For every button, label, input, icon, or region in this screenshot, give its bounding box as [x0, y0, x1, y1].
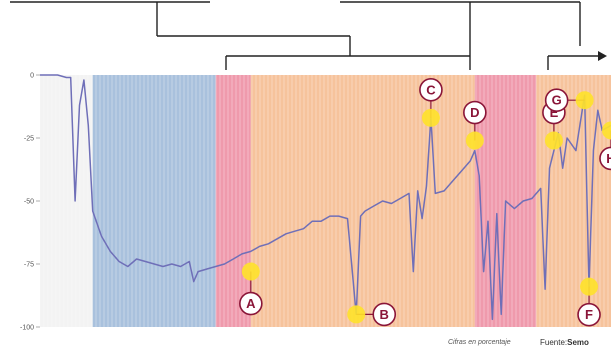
- marker-layer: A B C D E F G H: [239, 78, 611, 327]
- band-blue: [92, 75, 216, 327]
- marker-label: E: [550, 105, 559, 120]
- footer-note: Cifras en porcentaje: [448, 339, 511, 346]
- marker-label: A: [246, 296, 256, 311]
- data-marker: [465, 131, 484, 150]
- marker-label-ring: [239, 291, 263, 316]
- band-pink: [215, 75, 251, 327]
- marker-label-ring: [463, 100, 487, 125]
- data-marker: [347, 305, 366, 324]
- marker-label-ring: [599, 146, 611, 171]
- y-tick-label: -75: [24, 262, 34, 269]
- y-tick-label: -50: [24, 199, 34, 206]
- marker-label-ring: [419, 78, 443, 102]
- y-tick-label: -100: [20, 325, 34, 332]
- series-line: [40, 74, 611, 321]
- marker-label: B: [380, 307, 389, 322]
- marker-label: C: [426, 82, 436, 97]
- data-marker: [544, 131, 563, 150]
- series-layer: [40, 74, 611, 321]
- marker-label: F: [585, 307, 593, 322]
- marker-label: H: [606, 151, 611, 166]
- source-name: Semo: [567, 338, 589, 347]
- grid-layer: [39, 75, 609, 327]
- y-tick-label: 0: [30, 73, 34, 80]
- data-marker: [575, 91, 594, 110]
- marker-label: G: [552, 93, 562, 108]
- marker-label-ring: [544, 88, 569, 112]
- marker-label-ring: [577, 302, 601, 327]
- top-bracket-lines: [10, 1, 607, 70]
- marker-label-ring: [372, 302, 397, 327]
- y-tick-label: -25: [24, 136, 34, 143]
- footer-source: Fuente:Semo: [540, 338, 589, 347]
- band-orange: [250, 75, 475, 327]
- source-prefix: Fuente:: [540, 338, 568, 347]
- data-marker: [580, 277, 599, 296]
- data-marker: [602, 121, 611, 140]
- data-marker: [421, 108, 440, 127]
- marker-label: D: [470, 105, 479, 120]
- y-axis: 0 -25 -50 -75 -100: [20, 73, 40, 332]
- data-marker: [241, 262, 260, 281]
